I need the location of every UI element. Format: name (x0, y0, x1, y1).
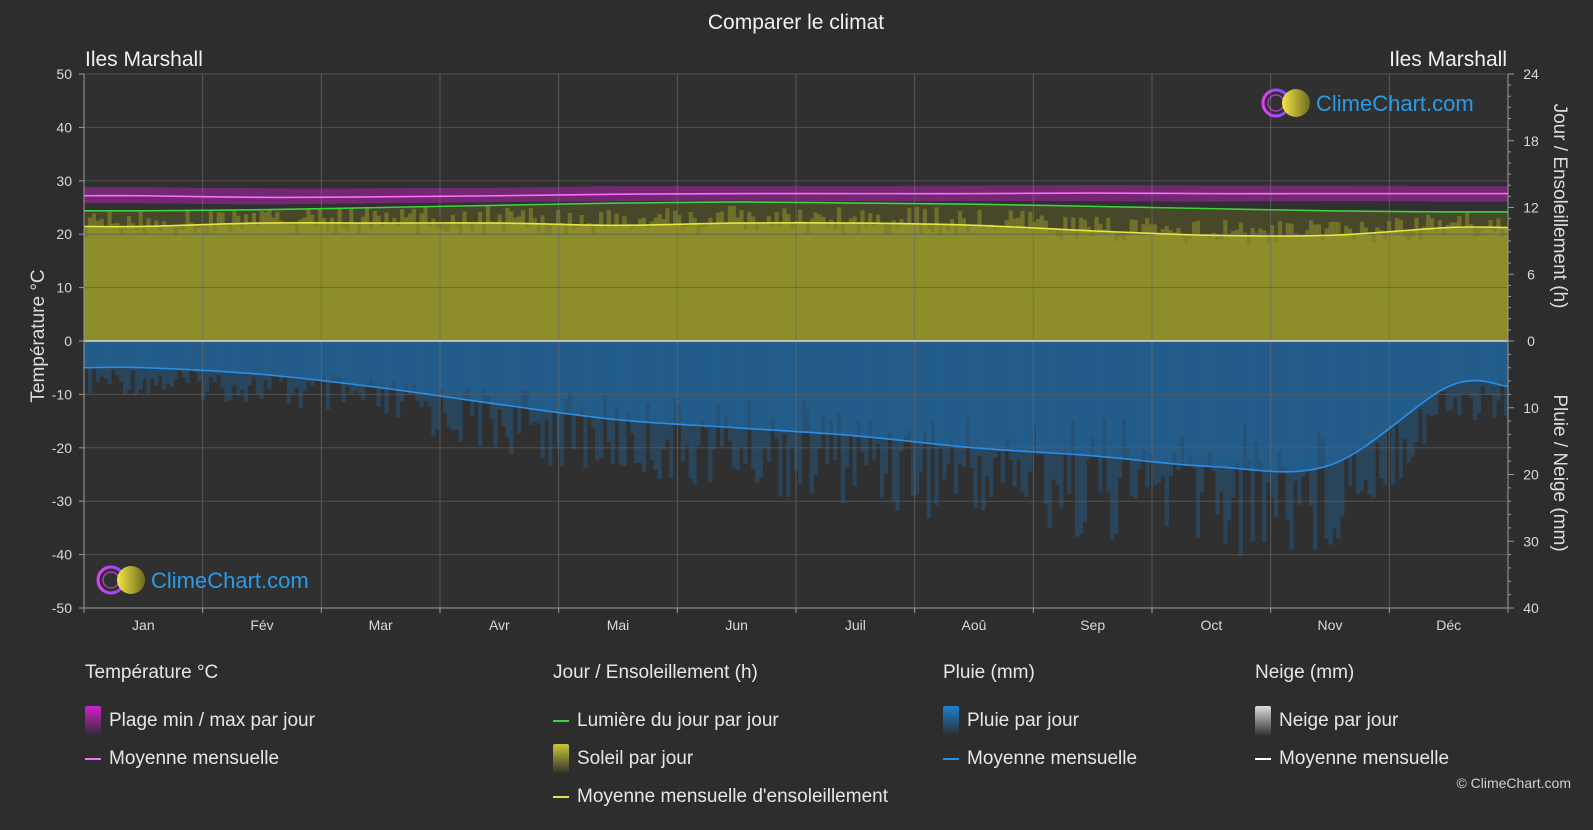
brand-sun-icon (1282, 89, 1310, 117)
precip-tick-label: 10 (1523, 400, 1539, 416)
legend-swatch-box (553, 744, 569, 774)
temperature-mean-line (83, 192, 1508, 199)
legend-temperature: Température °C Plage min / max par jour M… (85, 662, 315, 778)
copyright-text: © ClimeChart.com (1456, 775, 1571, 791)
legend-snow: Neige (mm) Neige par jour Moyenne mensuel… (1255, 662, 1449, 778)
sun-tick-label: 6 (1527, 266, 1535, 282)
brand-name: ClimeChart.com (151, 568, 309, 593)
month-label: Mai (607, 617, 630, 633)
legend-swatch-box (85, 706, 101, 736)
precip-axis-label: Pluie / Neige (mm) (1549, 394, 1570, 551)
legend-label: Moyenne mensuelle (967, 748, 1138, 769)
legend-item: Plage min / max par jour (85, 702, 315, 740)
daylight-line (83, 201, 1509, 213)
legend-label: Plage min / max par jour (109, 710, 315, 731)
legend-label: Neige par jour (1279, 710, 1399, 731)
legend-swatch-line (553, 720, 569, 722)
legend-item: Moyenne mensuelle d'ensoleillement (553, 778, 888, 816)
legend-item: Moyenne mensuelle (85, 740, 315, 778)
month-label: Fév (250, 617, 273, 633)
legend-temperature-heading: Température °C (85, 662, 219, 683)
legend-swatch-box (943, 706, 959, 736)
legend-item: Pluie par jour (943, 702, 1137, 740)
sunshine-mean-line (83, 221, 1509, 237)
legend-item: Moyenne mensuelle (943, 740, 1137, 778)
legend-label: Moyenne mensuelle d'ensoleillement (577, 786, 888, 807)
sun-tick-label: 18 (1523, 133, 1539, 149)
legend-rain-heading: Pluie (mm) (943, 662, 1035, 683)
month-label: Nov (1318, 617, 1343, 633)
rain-mean-line (83, 366, 1509, 473)
sun-axis-label: Jour / Ensoleillement (h) (1549, 104, 1570, 309)
brand-sun-icon (117, 566, 145, 594)
sun-tick-label: 24 (1523, 66, 1539, 82)
temp-tick-label: -50 (52, 600, 72, 616)
legend-label: Moyenne mensuelle (1279, 748, 1450, 769)
temp-tick-label: -10 (52, 386, 72, 402)
temp-tick-label: -30 (52, 493, 72, 509)
sun-tick-label: 0 (1527, 333, 1535, 349)
month-label: Juil (845, 617, 866, 633)
legend-label: Lumière du jour par jour (577, 710, 779, 731)
legend-swatch-line (85, 758, 101, 760)
temp-tick-label: 0 (64, 333, 72, 349)
month-label: Mar (369, 617, 393, 633)
month-label: Jan (132, 617, 155, 633)
temperature-axis-label: Température °C (28, 269, 49, 402)
temp-tick-label: 20 (56, 226, 72, 242)
legend-sun: Jour / Ensoleillement (h) Lumière du jou… (553, 662, 888, 816)
legend-item: Soleil par jour (553, 740, 888, 778)
legend-label: Soleil par jour (577, 748, 694, 769)
precip-tick-label: 30 (1523, 533, 1539, 549)
legend-swatch-line (1255, 758, 1271, 760)
temp-tick-label: -20 (52, 440, 72, 456)
precip-tick-label: 40 (1523, 600, 1539, 616)
legend-item: Moyenne mensuelle (1255, 740, 1449, 778)
brand-logo-top: ClimeChart.com (1261, 88, 1474, 118)
legend-label: Pluie par jour (967, 710, 1079, 731)
location-left: Iles Marshall (85, 48, 203, 71)
month-label: Aoû (962, 617, 987, 633)
temp-tick-label: 30 (56, 173, 72, 189)
legend-swatch-box (1255, 706, 1271, 736)
legend-swatch-line (553, 796, 569, 798)
legend-sun-heading: Jour / Ensoleillement (h) (553, 662, 758, 683)
legend-snow-heading: Neige (mm) (1255, 662, 1355, 683)
legend-label: Moyenne mensuelle (109, 748, 280, 769)
month-label: Oct (1200, 617, 1222, 633)
temp-tick-label: 40 (56, 119, 72, 135)
precip-tick-label: 20 (1523, 467, 1539, 483)
temp-tick-label: -40 (52, 547, 72, 563)
temp-tick-label: 50 (56, 66, 72, 82)
legend-rain: Pluie (mm) Pluie par jour Moyenne mensuel… (943, 662, 1137, 778)
month-label: Avr (489, 617, 510, 633)
brand-logo-bottom: ClimeChart.com (96, 565, 309, 595)
legend-swatch-line (943, 758, 959, 760)
temp-tick-label: 10 (56, 280, 72, 296)
month-label: Jun (725, 617, 748, 633)
sun-tick-label: 12 (1523, 200, 1539, 216)
chart-title: Comparer le climat (708, 11, 884, 34)
brand-name: ClimeChart.com (1316, 91, 1474, 116)
legend-item: Lumière du jour par jour (553, 702, 888, 740)
location-right: Iles Marshall (1389, 48, 1507, 71)
legend-item: Neige par jour (1255, 702, 1449, 740)
month-label: Sep (1080, 617, 1105, 633)
month-label: Déc (1436, 617, 1461, 633)
